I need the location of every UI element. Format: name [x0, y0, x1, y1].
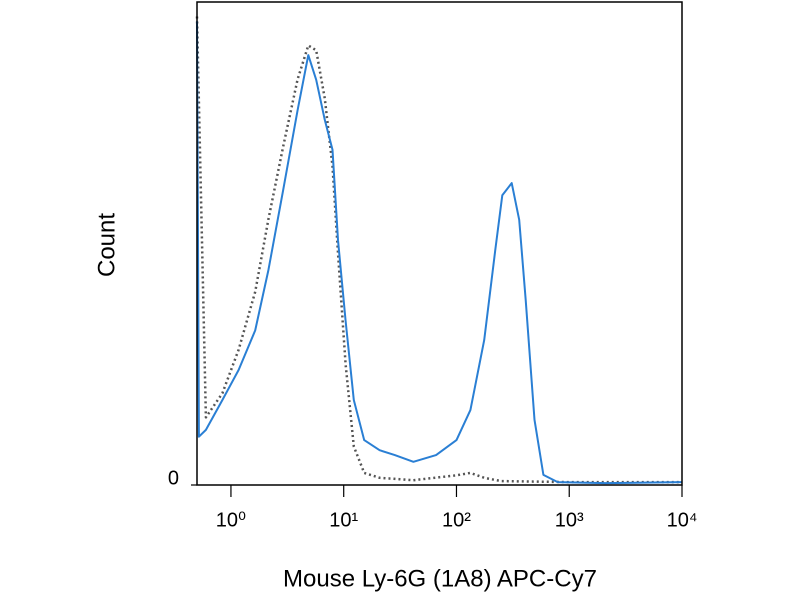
series-line [195, 16, 682, 484]
series-line [196, 21, 683, 485]
x-tick-label: 10⁰ [216, 509, 246, 531]
x-tick-label: 10² [442, 509, 471, 531]
x-tick-label: 10³ [555, 509, 584, 531]
y-tick-label: 0 [168, 467, 179, 489]
y-axis-title: Count [93, 213, 120, 277]
x-tick-label: 10¹ [329, 509, 358, 531]
x-tick-label: 10⁴ [667, 509, 698, 531]
x-axis-title: Mouse Ly-6G (1A8) APC-Cy7 [283, 565, 597, 592]
plot-frame [196, 1, 683, 486]
